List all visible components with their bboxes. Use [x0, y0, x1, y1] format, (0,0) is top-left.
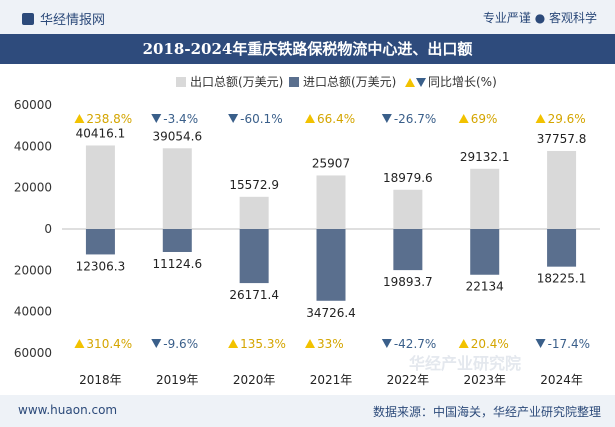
legend-import-label: 进口总额(万美元)	[303, 75, 396, 89]
export-growth-down-icon	[381, 114, 392, 123]
export-growth-label: -3.4%	[163, 112, 198, 126]
import-bar	[393, 229, 423, 271]
x-tick-label: 2019年	[156, 373, 199, 387]
export-value-label: 40416.1	[76, 126, 126, 140]
x-tick-label: 2023年	[463, 373, 506, 387]
export-value-label: 37757.8	[537, 132, 587, 146]
import-growth-up-icon	[305, 339, 315, 348]
bottom-bar: www.huaon.com 数据来源：中国海关，华经产业研究院整理	[0, 395, 615, 427]
import-bar	[239, 229, 269, 284]
x-tick-label: 2024年	[540, 373, 583, 387]
import-bar	[547, 229, 577, 267]
x-tick-label: 2022年	[387, 373, 430, 387]
brand-name: 华经情报网	[40, 13, 106, 28]
chart: 华经产业研究院 出口总额(万美元) 进口总额(万美元) 同比增长(%) 60000 400…	[14, 75, 600, 387]
import-value-label: 34726.4	[306, 306, 356, 320]
import-bar	[316, 229, 346, 301]
data-source: 数据来源：中国海关，华经产业研究院整理	[372, 405, 601, 419]
import-value-label: 19893.7	[383, 275, 433, 289]
export-growth-up-icon	[74, 114, 85, 123]
export-bar	[470, 168, 500, 229]
import-value-label: 12306.3	[76, 259, 126, 273]
legend-export-label: 出口总额(万美元)	[190, 75, 283, 89]
export-growth-label: 238.8%	[86, 112, 132, 126]
legend-growth-label: 同比增长(%)	[428, 75, 497, 89]
import-growth-label: 310.4%	[86, 337, 132, 351]
y-tick-label: 40000	[14, 139, 52, 153]
export-value-label: 39054.6	[152, 129, 202, 143]
import-growth-label: 20.4%	[471, 337, 509, 351]
tagline: 专业严谨 ● 客观科学	[482, 11, 597, 25]
export-growth-label: -60.1%	[240, 112, 282, 126]
y-tick-label: 40000	[14, 305, 52, 319]
import-growth-down-icon	[381, 339, 392, 348]
import-value-label: 22134	[466, 280, 504, 294]
site-url: www.huaon.com	[18, 403, 118, 417]
export-bar	[162, 148, 192, 229]
export-growth-down-icon	[228, 114, 239, 123]
x-tick-label: 2021年	[310, 373, 353, 387]
export-bar	[85, 145, 115, 229]
y-tick-label: 20000	[14, 263, 52, 277]
import-bar	[85, 229, 115, 255]
export-bar	[316, 175, 346, 229]
import-growth-label: -9.6%	[163, 337, 198, 351]
import-growth-label: -17.4%	[548, 337, 590, 351]
export-growth-up-icon	[535, 114, 546, 123]
export-growth-label: -26.7%	[394, 112, 436, 126]
y-tick-label: 0	[44, 222, 52, 236]
legend-export-swatch	[176, 77, 186, 87]
y-tick-label: 60000	[14, 98, 52, 112]
export-value-label: 29132.1	[460, 150, 510, 164]
export-bar	[239, 196, 269, 229]
import-growth-label: 135.3%	[240, 337, 286, 351]
legend-down-icon	[416, 78, 426, 87]
export-growth-label: 69%	[471, 112, 498, 126]
import-growth-down-icon	[535, 339, 546, 348]
import-growth-label: 33%	[317, 337, 344, 351]
import-value-label: 26171.4	[229, 288, 279, 302]
import-growth-up-icon	[228, 339, 239, 348]
x-tick-label: 2020年	[233, 373, 276, 387]
watermark: 华经产业研究院	[409, 354, 521, 373]
legend-import-swatch	[289, 77, 299, 87]
y-tick-label: 20000	[14, 181, 52, 195]
import-value-label: 18225.1	[537, 272, 587, 286]
export-growth-up-icon	[458, 114, 469, 123]
import-growth-label: -42.7%	[394, 337, 436, 351]
legend-up-icon	[405, 78, 415, 87]
chart-title: 2018-2024年重庆铁路保税物流中心进、出口额	[0, 34, 615, 64]
import-growth-up-icon	[74, 339, 85, 348]
import-bar	[162, 229, 192, 252]
top-bar: 华经情报网 专业严谨 ● 客观科学	[0, 0, 615, 34]
export-growth-up-icon	[305, 114, 315, 123]
y-tick-label: 60000	[14, 346, 52, 360]
export-growth-down-icon	[151, 114, 162, 123]
export-bar	[547, 150, 577, 229]
export-value-label: 25907	[312, 156, 350, 170]
x-tick-label: 2018年	[79, 373, 122, 387]
export-value-label: 15572.9	[229, 178, 279, 192]
import-growth-up-icon	[458, 339, 469, 348]
export-value-label: 18979.6	[383, 171, 433, 185]
export-bar	[393, 189, 423, 229]
brand: 华经情报网	[22, 9, 105, 28]
import-value-label: 11124.6	[152, 257, 202, 271]
import-bar	[470, 229, 500, 275]
import-growth-down-icon	[151, 339, 162, 348]
logo-icon	[22, 13, 34, 25]
export-growth-label: 66.4%	[317, 112, 355, 126]
export-growth-label: 29.6%	[548, 112, 586, 126]
